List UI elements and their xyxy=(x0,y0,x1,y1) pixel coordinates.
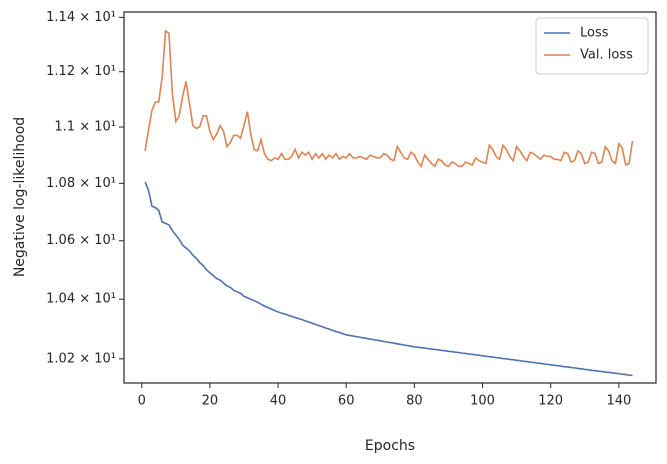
y-tick-label: 1.02 × 10¹ xyxy=(46,351,116,366)
x-tick-label: 100 xyxy=(470,394,495,409)
y-tick-label: 1.12 × 10¹ xyxy=(46,64,116,79)
x-tick-label: 40 xyxy=(270,394,287,409)
x-tick-label: 20 xyxy=(202,394,219,409)
y-tick-label: 1.1 × 10¹ xyxy=(54,120,116,135)
x-tick-label: 120 xyxy=(538,394,563,409)
x-axis-label: Epochs xyxy=(365,438,415,454)
x-tick-label: 80 xyxy=(406,394,423,409)
x-tick-label: 140 xyxy=(606,394,631,409)
series-line xyxy=(144,29,634,169)
x-tick-label: 0 xyxy=(138,394,146,409)
series-line xyxy=(144,181,633,377)
legend-box xyxy=(535,17,649,75)
y-tick-label: 1.08 × 10¹ xyxy=(46,176,116,191)
legend-label: Loss xyxy=(580,26,609,41)
legend-label: Val. loss xyxy=(580,48,633,63)
y-tick-label: 1.06 × 10¹ xyxy=(46,233,116,248)
x-tick-label: 60 xyxy=(338,394,355,409)
y-tick-label: 1.04 × 10¹ xyxy=(46,292,116,307)
y-tick-label: 1.14 × 10¹ xyxy=(46,10,116,25)
y-axis-label: Negative log-likelihood xyxy=(12,117,28,277)
